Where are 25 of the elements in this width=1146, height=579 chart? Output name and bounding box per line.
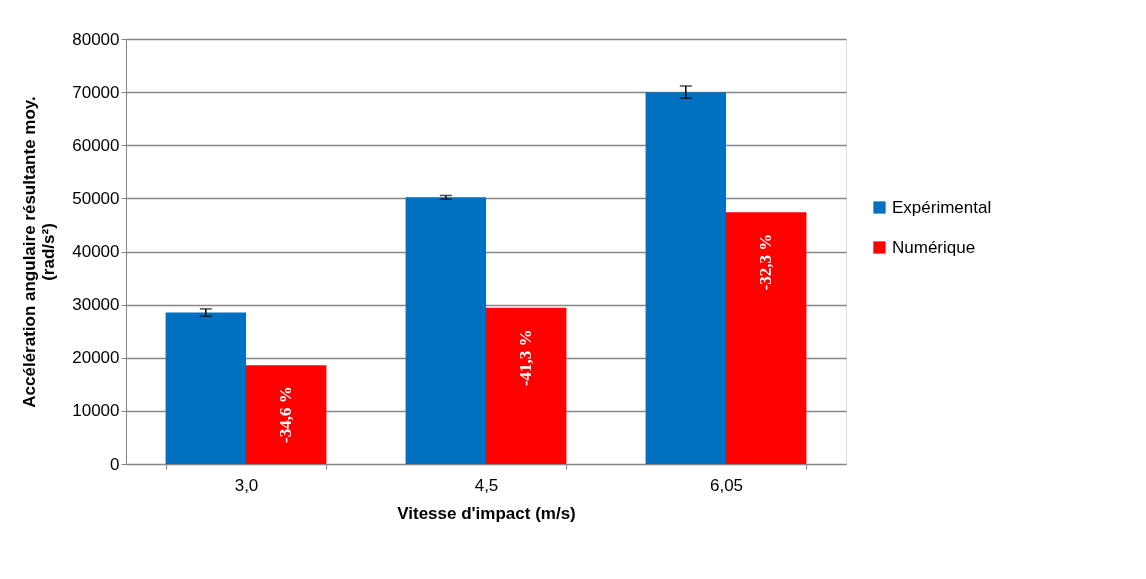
bar [726,212,807,464]
y-tick-label: 20000 [72,348,120,368]
y-tick-label: 70000 [72,82,120,102]
annotation: -32,3 % [756,233,776,291]
y-tick-label: 0 [110,454,120,474]
x-tick-label: 6,05 [709,475,744,495]
bar [645,92,726,464]
annotation: -41,3 % [516,329,536,387]
annotation: -34,6 % [276,386,296,443]
y-tick-label: 50000 [72,188,120,208]
y-tick-label: 40000 [72,242,120,261]
legend-label: Expérimental [892,197,992,217]
x-tick-label: 4,5 [474,475,499,495]
y-tick-label: 10000 [72,401,120,421]
y-tick-label: 30000 [72,295,120,315]
bar [246,365,327,464]
y-tick-label: 60000 [72,135,120,155]
bar [486,307,567,464]
bar [405,197,486,464]
y-axis-title: Accélération angulaire résultante moy. (rad/s²) [20,96,59,408]
y-tick-label: 80000 [72,29,120,49]
legend-label: Numérique [892,237,976,257]
x-tick-label: 3,0 [234,475,259,495]
bar [165,312,246,464]
x-axis-title: Vitesse d'impact (m/s) [397,503,576,523]
